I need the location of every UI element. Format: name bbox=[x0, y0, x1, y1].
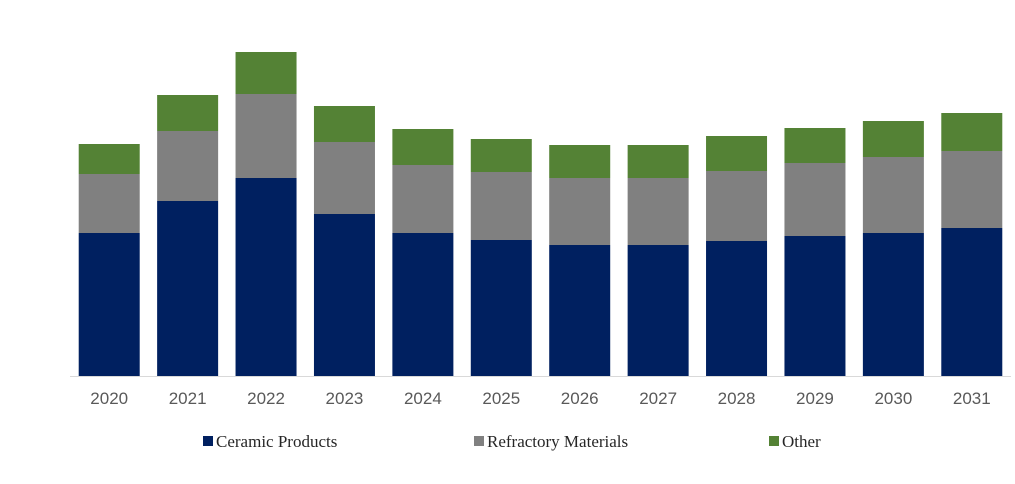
bar-other-2026 bbox=[549, 145, 611, 178]
x-tick-label: 2022 bbox=[247, 389, 285, 408]
x-tick-label: 2024 bbox=[404, 389, 442, 408]
x-tick-label: 2031 bbox=[953, 389, 991, 408]
x-tick-label: 2027 bbox=[639, 389, 677, 408]
bar-other-2022 bbox=[235, 52, 297, 94]
bar-other-2024 bbox=[392, 129, 454, 165]
legend-label-ceramic-products: Ceramic Products bbox=[216, 432, 337, 451]
x-tick-label: 2025 bbox=[482, 389, 520, 408]
bar-other-2027 bbox=[627, 145, 689, 178]
x-tick-label: 2026 bbox=[561, 389, 599, 408]
bar-ceramic-products-2020 bbox=[78, 233, 140, 376]
legend-swatch-refractory-materials bbox=[474, 436, 484, 446]
bar-refractory-materials-2030 bbox=[862, 157, 924, 233]
bar-refractory-materials-2028 bbox=[706, 171, 768, 241]
bar-ceramic-products-2023 bbox=[313, 214, 375, 376]
bar-refractory-materials-2024 bbox=[392, 165, 454, 233]
bar-other-2031 bbox=[941, 113, 1003, 151]
bar-refractory-materials-2023 bbox=[313, 142, 375, 214]
bar-other-2029 bbox=[784, 128, 846, 163]
bar-ceramic-products-2028 bbox=[706, 241, 768, 376]
legend-swatch-other bbox=[769, 436, 779, 446]
legend-label-refractory-materials: Refractory Materials bbox=[487, 432, 628, 451]
x-tick-label: 2020 bbox=[90, 389, 128, 408]
x-tick-label: 2021 bbox=[169, 389, 207, 408]
bar-refractory-materials-2025 bbox=[470, 172, 532, 240]
bar-other-2030 bbox=[862, 121, 924, 157]
bar-ceramic-products-2024 bbox=[392, 233, 454, 376]
bar-other-2025 bbox=[470, 139, 532, 172]
bar-other-2021 bbox=[157, 95, 219, 131]
legend-label-other: Other bbox=[782, 432, 821, 451]
bar-other-2028 bbox=[706, 136, 768, 171]
bar-refractory-materials-2021 bbox=[157, 131, 219, 201]
bars-layer bbox=[78, 52, 1003, 376]
bar-other-2020 bbox=[78, 144, 140, 174]
x-tick-label: 2029 bbox=[796, 389, 834, 408]
legend: Ceramic Products Refractory Materials Othe… bbox=[203, 432, 821, 451]
bar-ceramic-products-2021 bbox=[157, 201, 219, 376]
bar-ceramic-products-2026 bbox=[549, 245, 611, 376]
x-tick-labels: 2020 2021 2022 2023 2024 2025 2026 2027 2028 2029… bbox=[90, 389, 990, 408]
bar-ceramic-products-2027 bbox=[627, 245, 689, 376]
bar-ceramic-products-2025 bbox=[470, 240, 532, 376]
bar-refractory-materials-2027 bbox=[627, 178, 689, 245]
bar-ceramic-products-2030 bbox=[862, 233, 924, 376]
bar-refractory-materials-2029 bbox=[784, 163, 846, 236]
bar-ceramic-products-2031 bbox=[941, 228, 1003, 376]
x-tick-label: 2023 bbox=[326, 389, 364, 408]
bar-ceramic-products-2022 bbox=[235, 178, 297, 376]
bar-ceramic-products-2029 bbox=[784, 236, 846, 376]
bar-refractory-materials-2022 bbox=[235, 94, 297, 178]
x-tick-label: 2030 bbox=[874, 389, 912, 408]
bar-refractory-materials-2031 bbox=[941, 151, 1003, 228]
bar-refractory-materials-2026 bbox=[549, 178, 611, 245]
bar-other-2023 bbox=[313, 106, 375, 142]
bar-refractory-materials-2020 bbox=[78, 174, 140, 233]
legend-swatch-ceramic-products bbox=[203, 436, 213, 446]
x-tick-label: 2028 bbox=[718, 389, 756, 408]
